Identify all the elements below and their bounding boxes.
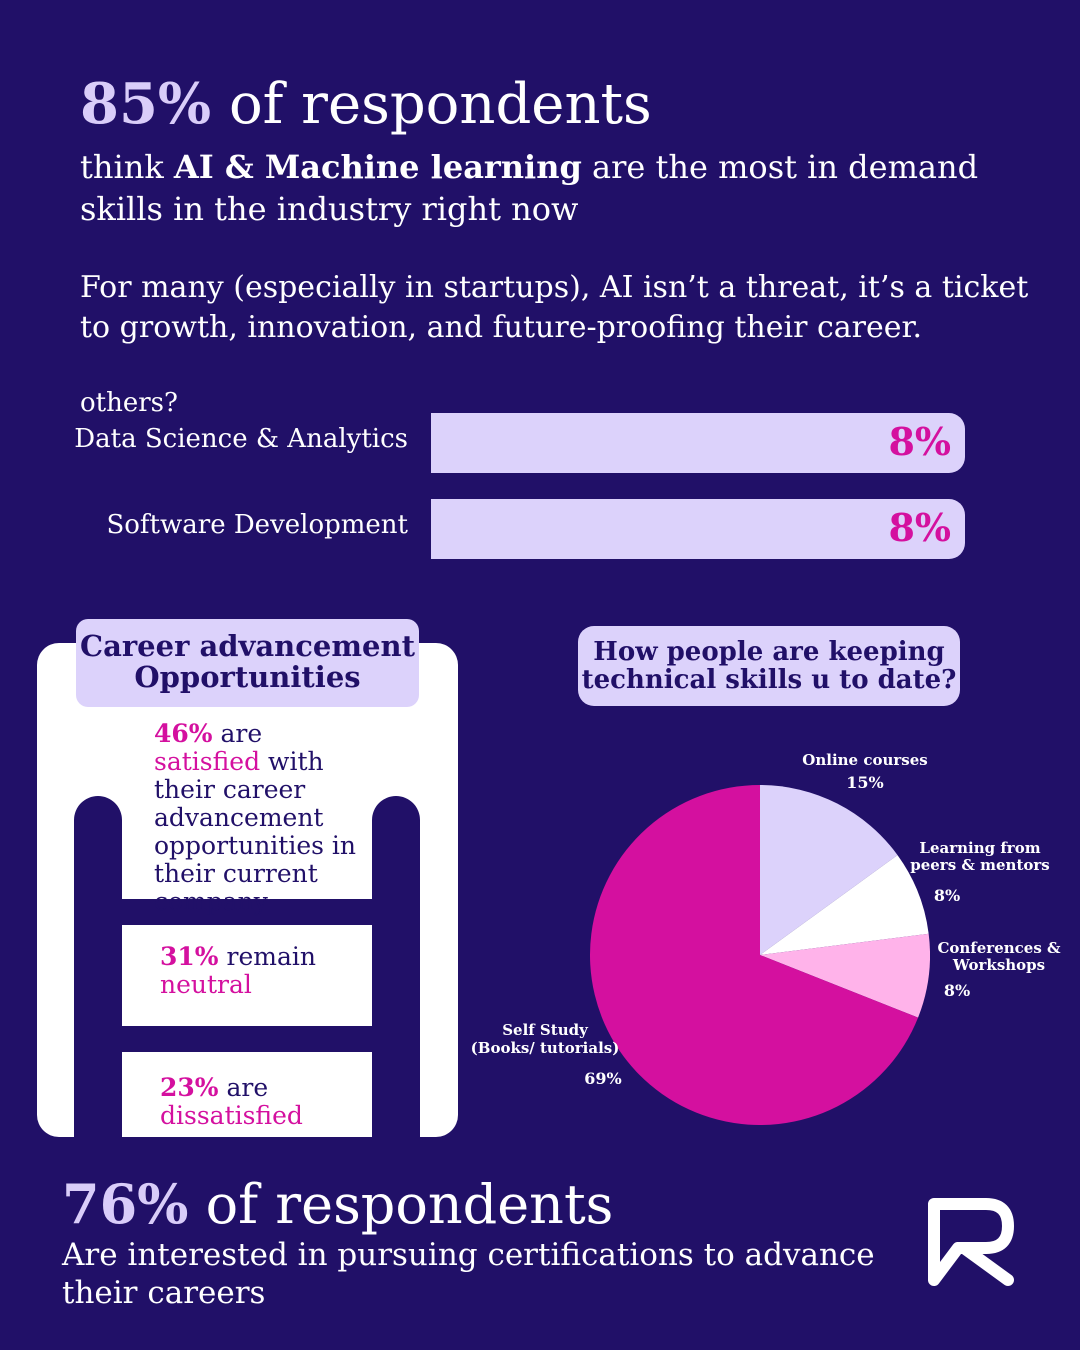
dissatisfied-word: dissatisfied [160, 1101, 303, 1130]
satisfied-rest: with their career advancement opportunit… [154, 747, 357, 916]
intro-paragraph: For many (especially in startups), AI is… [80, 270, 1029, 345]
dissatisfied-mid: are [218, 1073, 269, 1102]
bottom-headline-text: of respondents [188, 1173, 614, 1236]
bottom-headline-percent: 76% [62, 1172, 189, 1236]
headline-text: of respondents [211, 72, 652, 137]
pie-label-conf-line1: Conferences & [937, 939, 1061, 957]
pie-slice-peers-mentors [760, 855, 929, 955]
pie-value-peers: 8% [933, 886, 961, 905]
ladder-rung [122, 1026, 372, 1052]
bar-label-software-development: Software Development [106, 510, 408, 540]
ladder-rail-right [372, 796, 420, 1156]
satisfied-mid: are [212, 719, 263, 748]
headline-subtitle: think AI & Machine learning are the most… [80, 146, 1040, 230]
headline-percent: 85% [80, 71, 212, 137]
career-title: Career advancement Opportunities [76, 619, 419, 707]
others-label: others? [80, 388, 178, 418]
pie-slice-conferences-workshops [760, 933, 930, 1018]
pie-label-self-line2: (Books/ tutorials) [470, 1039, 620, 1057]
neutral-mid: remain [218, 942, 316, 971]
bottom-headline: 76% of respondents [62, 1172, 613, 1236]
pie-value-conferences: 8% [943, 981, 971, 1000]
satisfied-percent: 46% [154, 719, 213, 748]
dissatisfied-percent: 23% [160, 1073, 219, 1102]
neutral-percent: 31% [160, 942, 219, 971]
pie-label-conf-line2: Workshops [952, 956, 1046, 974]
career-neutral: 31% remain neutral [160, 943, 360, 999]
pie-value-self-study: 69% [584, 1069, 622, 1088]
career-dissatisfied: 23% are dissatisfied [160, 1074, 360, 1130]
career-title-line1: Career advancement [80, 629, 415, 663]
pie-label-self-line1: Self Study [502, 1021, 588, 1039]
bottom-subtitle: Are interested in pursuing certification… [62, 1237, 875, 1311]
neutral-word: neutral [160, 970, 252, 999]
bar-data-science: 8% [431, 413, 965, 473]
subtitle-post: are the most in demand skills in the ind… [80, 148, 979, 228]
subtitle-bold: AI & Machine learning [173, 148, 582, 186]
career-satisfied: 46% are satisfied with their career adva… [154, 720, 369, 916]
pie-label-online-courses: Online courses [802, 751, 928, 769]
ladder-rail-left [74, 796, 122, 1156]
pie-value-online-courses: 15% [846, 773, 884, 792]
bar-value-data-science: 8% [888, 419, 951, 464]
pie-chart [590, 785, 930, 1125]
career-title-line2: Opportunities [134, 660, 361, 694]
brand-logo-icon [928, 1198, 1014, 1286]
satisfied-word: satisfied [154, 747, 261, 776]
bar-software-development: 8% [431, 499, 965, 559]
pie-label-peers-line2: peers & mentors [910, 856, 1050, 874]
ladder-rung [122, 899, 372, 925]
pie-slice-online-courses [760, 785, 898, 955]
pie-title: How people are keeping technical skills … [578, 626, 960, 706]
bar-value-software-development: 8% [888, 505, 951, 550]
subtitle-pre: think [80, 148, 174, 186]
pie-label-peers-line1: Learning from [919, 839, 1041, 857]
pie-slice-self-study [590, 785, 919, 1125]
headline: 85% of respondents [80, 72, 652, 137]
bar-label-data-science: Data Science & Analytics [74, 424, 408, 454]
